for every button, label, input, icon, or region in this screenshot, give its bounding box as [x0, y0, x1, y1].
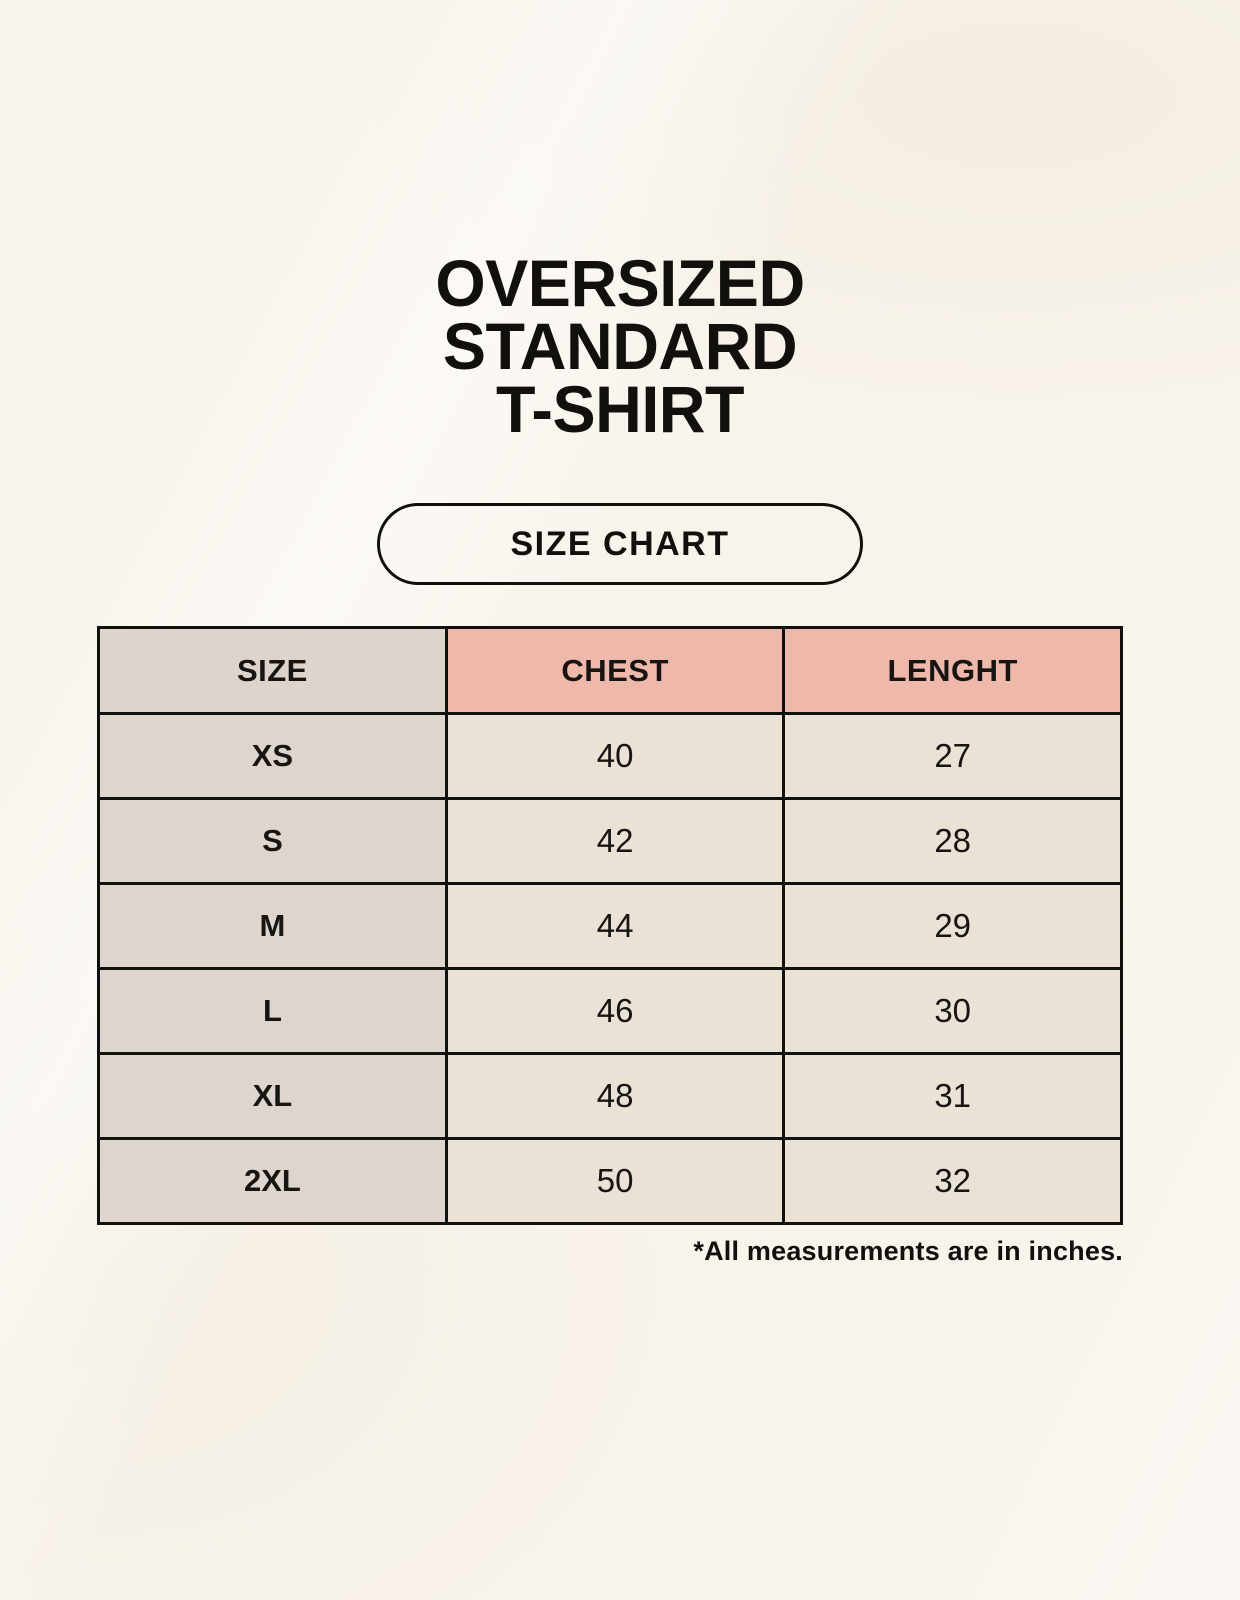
- column-header-chest: CHEST: [444, 626, 786, 715]
- length-cell: 32: [782, 1137, 1123, 1225]
- chest-cell: 50: [444, 1137, 786, 1225]
- length-cell: 27: [782, 712, 1123, 800]
- table-row: S 42 28: [97, 797, 1123, 885]
- size-cell: XS: [97, 712, 448, 800]
- size-chart-table: SIZE CHEST LENGHT XS 40 27 S 42 28 M: [97, 626, 1123, 1225]
- chest-cell: 46: [444, 967, 786, 1055]
- size-cell: M: [97, 882, 448, 970]
- measurements-footnote: *All measurements are in inches.: [693, 1236, 1123, 1266]
- size-table-container: SIZE CHEST LENGHT XS 40 27 S 42 28 M: [97, 626, 1123, 1225]
- size-chart-graphic: OVERSIZED STANDARD T-SHIRT SIZE CHART SI…: [0, 0, 1240, 1266]
- header-row: SIZE CHEST LENGHT: [97, 626, 1123, 715]
- table-row: L 46 30: [97, 967, 1123, 1055]
- size-chart-button[interactable]: SIZE CHART: [377, 503, 863, 585]
- table-row: XS 40 27: [97, 712, 1123, 800]
- size-cell: 2XL: [97, 1137, 448, 1225]
- length-cell: 29: [782, 882, 1123, 970]
- size-cell: XL: [97, 1052, 448, 1140]
- length-cell: 31: [782, 1052, 1123, 1140]
- size-chart-button-label: SIZE CHART: [510, 524, 730, 563]
- title-line-1: OVERSIZED: [435, 246, 805, 320]
- column-header-length: LENGHT: [782, 626, 1123, 715]
- page-title: OVERSIZED STANDARD T-SHIRT: [0, 0, 1240, 446]
- size-cell: S: [97, 797, 448, 885]
- chest-cell: 40: [444, 712, 786, 800]
- table-row: M 44 29: [97, 882, 1123, 970]
- title-line-3: T-SHIRT: [495, 372, 745, 446]
- table-row: XL 48 31: [97, 1052, 1123, 1140]
- table-row: 2XL 50 32: [97, 1137, 1123, 1225]
- title-line-2: STANDARD: [442, 309, 798, 383]
- chest-cell: 44: [444, 882, 786, 970]
- column-header-size: SIZE: [97, 626, 448, 715]
- length-cell: 30: [782, 967, 1123, 1055]
- chest-cell: 42: [444, 797, 786, 885]
- chest-cell: 48: [444, 1052, 786, 1140]
- length-cell: 28: [782, 797, 1123, 885]
- size-cell: L: [97, 967, 448, 1055]
